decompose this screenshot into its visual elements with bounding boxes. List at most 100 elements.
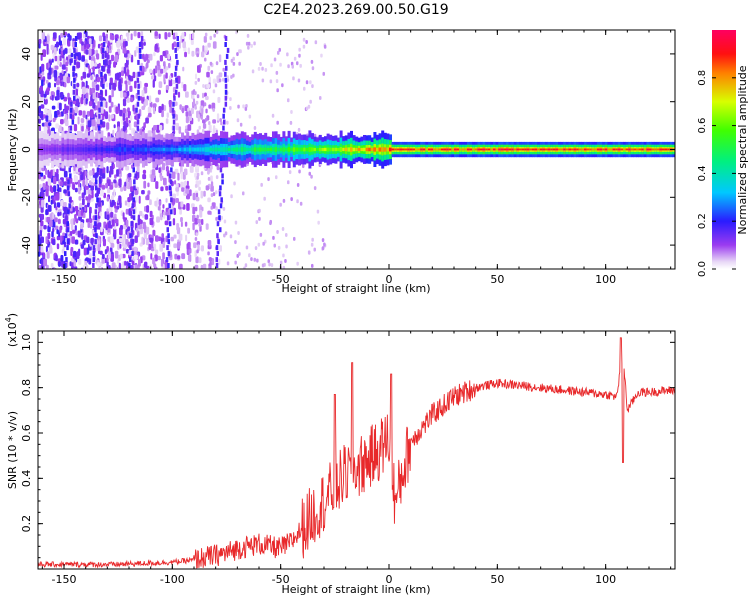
noise-cell: [111, 89, 114, 98]
noise-cell: [169, 106, 172, 113]
ridge-cell: [298, 147, 301, 152]
ridge-cell: [586, 148, 590, 151]
noise-cell: [161, 109, 164, 118]
noise-cell: [137, 218, 140, 226]
noise-cell: [75, 88, 78, 97]
noise-cell: [110, 243, 115, 248]
noise-cell: [143, 231, 147, 239]
noise-cell: [147, 190, 151, 195]
ridge-cell: [628, 148, 632, 151]
noise-cell: [144, 214, 149, 220]
noise-streak-cell: [222, 125, 225, 131]
noise-cell: [51, 94, 54, 101]
noise-cell: [323, 242, 326, 247]
noise-cell: [204, 50, 208, 55]
noise-cell: [156, 124, 160, 133]
noise-cell: [86, 111, 90, 117]
noise-cell: [38, 38, 42, 45]
noise-cell: [293, 236, 296, 241]
noise-cell: [177, 91, 181, 98]
noise-cell: [92, 91, 96, 100]
ridge-cell: [633, 148, 637, 151]
y-tick-label: 1.0: [20, 334, 33, 352]
snr-background: [38, 331, 675, 569]
noise-streak-cell: [170, 197, 173, 203]
ridge-cell: [563, 148, 567, 151]
noise-streak-cell: [65, 215, 68, 221]
noise-cell: [286, 52, 289, 57]
noise-cell: [63, 82, 67, 88]
noise-cell: [176, 223, 180, 231]
noise-streak-cell: [132, 161, 136, 167]
noise-streak-cell: [66, 227, 70, 233]
noise-cell: [82, 86, 86, 92]
noise-cell: [136, 165, 140, 173]
noise-cell: [63, 96, 68, 102]
noise-streak-cell: [70, 101, 73, 107]
noise-cell: [124, 62, 129, 68]
noise-streak-cell: [219, 203, 223, 209]
noise-cell: [321, 246, 325, 251]
noise-cell: [129, 122, 132, 131]
noise-cell: [82, 33, 86, 39]
noise-cell: [210, 70, 214, 75]
noise-cell: [94, 97, 98, 104]
noise-cell: [124, 260, 127, 266]
noise-streak-cell: [216, 233, 219, 239]
colorbar-ticks: 0.0 0.2 0.4 0.6 0.8: [697, 70, 736, 277]
ridge-cell: [503, 148, 507, 151]
noise-cell: [119, 225, 124, 230]
noise-cell: [60, 81, 63, 87]
noise-cell: [197, 114, 200, 122]
noise-cell: [63, 75, 67, 83]
noise-cell: [44, 107, 48, 114]
noise-cell: [160, 68, 164, 74]
noise-streak-cell: [136, 101, 140, 107]
noise-cell: [212, 192, 216, 197]
noise-cell: [91, 87, 96, 93]
noise-cell: [40, 213, 44, 220]
ridge-cell: [303, 147, 307, 152]
noise-cell: [207, 176, 211, 181]
noise-cell: [108, 106, 112, 113]
noise-cell: [275, 79, 279, 84]
noise-cell: [253, 41, 256, 46]
noise-streak-cell: [173, 95, 176, 101]
noise-cell: [162, 252, 165, 260]
noise-cell: [80, 223, 84, 230]
noise-cell: [113, 124, 116, 129]
noise-streak-cell: [130, 227, 134, 233]
noise-cell: [156, 216, 160, 223]
noise-cell: [88, 194, 92, 200]
ridge-cell: [409, 148, 413, 151]
noise-cell: [282, 198, 286, 203]
spectrogram-x-axis-label: Height of straight line (km): [281, 282, 430, 295]
noise-cell: [232, 61, 236, 66]
noise-streak-cell: [94, 215, 98, 221]
noise-cell: [166, 112, 169, 118]
ridge-cell: [251, 147, 255, 152]
noise-cell: [81, 125, 84, 132]
noise-cell: [153, 263, 157, 268]
noise-cell: [45, 246, 48, 253]
ridge-cell: [573, 148, 577, 151]
ridge-cell: [524, 148, 528, 151]
noise-cell: [194, 91, 197, 96]
colorbar-tick-label: 0.2: [697, 213, 708, 229]
ridge-cell: [542, 148, 546, 151]
ridge-cell: [373, 147, 377, 152]
noise-cell: [106, 196, 110, 202]
noise-cell: [41, 199, 44, 208]
noise-cell: [210, 193, 214, 198]
noise-streak-cell: [219, 227, 222, 233]
noise-cell: [189, 165, 194, 173]
noise-cell: [208, 124, 212, 132]
noise-cell: [118, 78, 122, 87]
noise-cell: [253, 257, 256, 262]
ridge-cell: [51, 147, 54, 152]
noise-cell: [206, 83, 210, 89]
noise-cell: [141, 190, 145, 195]
noise-streak-cell: [69, 173, 72, 179]
noise-cell: [65, 66, 68, 72]
noise-streak-cell: [100, 71, 103, 77]
